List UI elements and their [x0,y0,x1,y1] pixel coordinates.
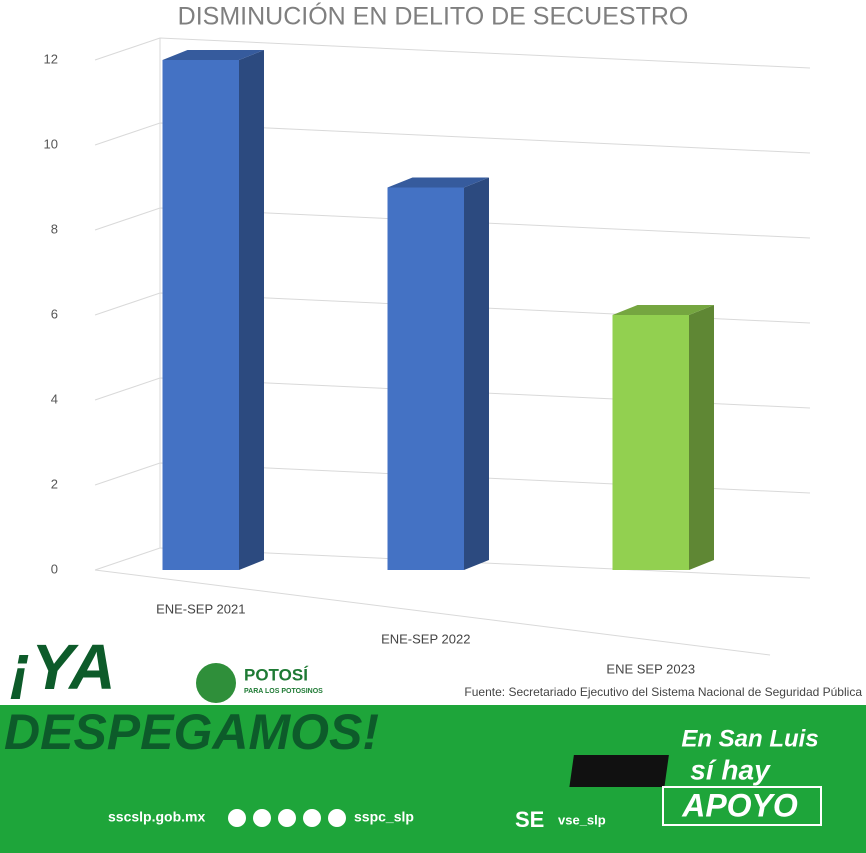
footer-band [0,705,866,853]
badge-box [569,755,669,787]
se-handle: vse_slp [558,812,606,827]
badge-line1: En San Luis [681,725,818,752]
floor-edge [94,569,771,656]
bar [612,315,689,570]
logo-title: POTOSÍ [244,665,309,684]
bar-side [239,50,264,570]
logo-subtitle: PARA LOS POTOSINOS [244,688,323,695]
y-tick-label: 10 [44,136,58,151]
logo-emblem [196,663,236,703]
bar-top [162,50,264,60]
bar [387,187,464,570]
x-tick-label: ENE SEP 2023 [606,661,695,676]
bar-top [612,305,714,315]
x-tick-label: ENE-SEP 2021 [156,601,245,616]
y-tick-label: 6 [51,306,58,321]
bar-side [689,305,714,570]
bar [162,60,239,570]
badge-frame [662,786,822,826]
slogan-bottom: DESPEGAMOS! [4,704,379,760]
y-tick-label: 2 [51,476,58,491]
website: sscslp.gob.mx [108,809,205,825]
y-tick-label: 12 [44,51,58,66]
badge-line2: sí hay [690,754,771,785]
slogan-top: ¡YA [10,631,115,703]
source-note: Fuente: Secretariado Ejecutivo del Siste… [464,685,862,699]
se-logo: SE [515,807,544,832]
plot: 0 2 4 6 8 10 12 ENE-SEP 2021 ENE-SEP 2022 ENE SEP… [44,37,811,676]
y-tick-label: 4 [51,391,58,406]
badge-line3: APOYO [681,787,798,823]
social-handle: sspc_slp [354,809,414,825]
y-tick-label: 0 [51,561,58,576]
chart-title: DISMINUCIÓN EN DELITO DE SECUESTRO [178,2,689,31]
y-tick-label: 8 [51,221,58,236]
bar-top [387,177,489,188]
x-tick-label: ENE-SEP 2022 [381,631,470,646]
social-icons [228,809,346,827]
bar-side [464,177,489,570]
